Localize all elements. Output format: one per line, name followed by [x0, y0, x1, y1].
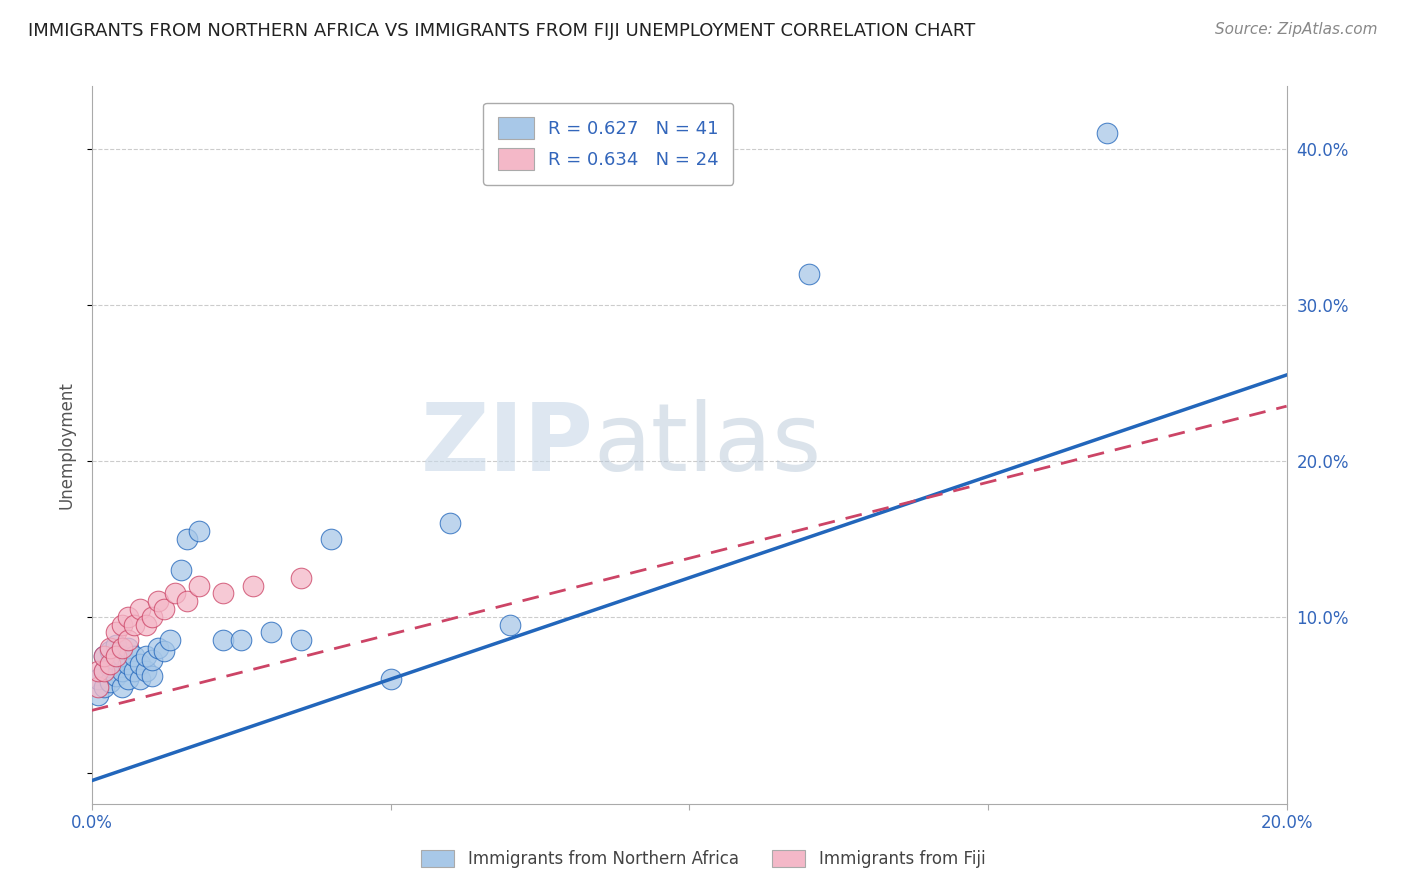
Point [170, 563, 193, 577]
Point [111, 648, 134, 663]
Point [93, 665, 115, 679]
Point [146, 594, 169, 608]
Point [260, 625, 283, 640]
Point [87, 672, 110, 686]
Point [104, 638, 127, 652]
Point [117, 657, 139, 671]
Point [93, 648, 115, 663]
Point [98, 657, 121, 671]
Point [117, 633, 139, 648]
Point [122, 665, 145, 679]
Point [135, 648, 157, 663]
Point [93, 680, 115, 694]
Point [290, 571, 312, 585]
Point [122, 648, 145, 663]
Point [93, 665, 115, 679]
Point [141, 653, 163, 667]
Point [98, 675, 121, 690]
Point [104, 669, 127, 683]
Text: IMMIGRANTS FROM NORTHERN AFRICA VS IMMIGRANTS FROM FIJI UNEMPLOYMENT CORRELATION: IMMIGRANTS FROM NORTHERN AFRICA VS IMMIG… [28, 22, 976, 40]
Text: atlas: atlas [593, 400, 823, 491]
Point [439, 516, 461, 531]
Point [128, 602, 150, 616]
Point [380, 672, 402, 686]
Point [231, 633, 253, 648]
Legend: Immigrants from Northern Africa, Immigrants from Fiji: Immigrants from Northern Africa, Immigra… [415, 843, 991, 875]
Point [152, 602, 174, 616]
Point [104, 653, 127, 667]
Point [117, 672, 139, 686]
Point [87, 665, 110, 679]
Point [1097, 126, 1119, 140]
Point [499, 617, 522, 632]
Point [98, 659, 121, 673]
Point [122, 617, 145, 632]
Point [165, 586, 187, 600]
Point [212, 586, 235, 600]
Point [176, 532, 198, 546]
Point [98, 640, 121, 655]
Point [111, 680, 134, 694]
Point [117, 609, 139, 624]
Point [290, 633, 312, 648]
Point [141, 609, 163, 624]
Point [87, 680, 110, 694]
Text: Source: ZipAtlas.com: Source: ZipAtlas.com [1215, 22, 1378, 37]
Point [93, 648, 115, 663]
Point [111, 640, 134, 655]
Text: ZIP: ZIP [420, 400, 593, 491]
Point [135, 665, 157, 679]
Y-axis label: Unemployment: Unemployment [58, 381, 75, 509]
Point [117, 640, 139, 655]
Point [104, 648, 127, 663]
Point [188, 524, 211, 538]
Point [87, 688, 110, 702]
Point [128, 657, 150, 671]
Legend: R = 0.627   N = 41, R = 0.634   N = 24: R = 0.627 N = 41, R = 0.634 N = 24 [484, 103, 734, 185]
Point [188, 578, 211, 592]
Point [135, 617, 157, 632]
Point [111, 665, 134, 679]
Point [159, 633, 181, 648]
Point [141, 669, 163, 683]
Point [797, 267, 820, 281]
Point [146, 640, 169, 655]
Point [212, 633, 235, 648]
Point [176, 594, 198, 608]
Point [152, 644, 174, 658]
Point [242, 578, 264, 592]
Point [98, 644, 121, 658]
Point [104, 625, 127, 640]
Point [111, 617, 134, 632]
Point [319, 532, 342, 546]
Point [128, 672, 150, 686]
